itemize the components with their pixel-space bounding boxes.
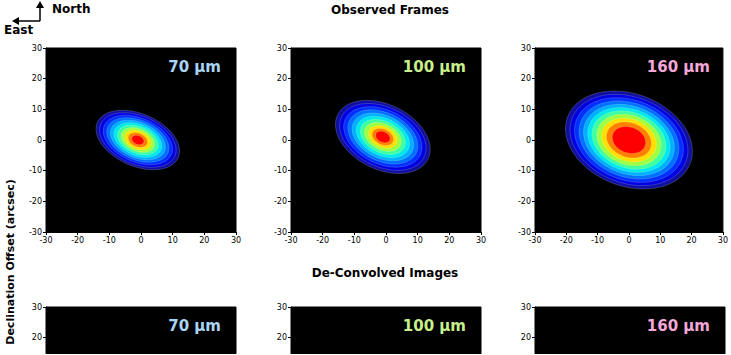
svg-text:-30: -30 (28, 227, 42, 237)
svg-text:-30: -30 (284, 236, 297, 245)
svg-text:70 μm: 70 μm (168, 317, 221, 335)
svg-text:-10: -10 (274, 166, 287, 175)
svg-text:-10: -10 (29, 166, 42, 175)
svg-text:-30: -30 (273, 227, 287, 237)
svg-text:20: 20 (277, 333, 287, 342)
svg-text:70 μm: 70 μm (168, 58, 221, 76)
svg-text:-20: -20 (316, 236, 329, 245)
svg-text:-20: -20 (518, 197, 531, 206)
svg-text:-20: -20 (29, 197, 42, 206)
svg-text:De-Convolved Images: De-Convolved Images (312, 266, 459, 280)
svg-text:10: 10 (277, 105, 287, 114)
svg-text:-10: -10 (591, 236, 604, 245)
svg-text:-10: -10 (103, 236, 116, 245)
svg-text:30: 30 (718, 236, 728, 245)
svg-text:Observed Frames: Observed Frames (331, 3, 449, 17)
svg-text:Declination Offset (arcsec): Declination Offset (arcsec) (4, 179, 17, 344)
svg-text:20: 20 (199, 236, 209, 245)
svg-text:North: North (52, 2, 90, 16)
svg-text:30: 30 (277, 44, 287, 53)
svg-text:0: 0 (526, 136, 531, 145)
svg-text:10: 10 (32, 105, 42, 114)
svg-text:30: 30 (521, 44, 531, 53)
svg-text:-10: -10 (518, 166, 531, 175)
svg-text:30: 30 (277, 303, 287, 312)
svg-text:100 μm: 100 μm (403, 317, 466, 335)
svg-text:20: 20 (521, 333, 531, 342)
svg-text:-30: -30 (517, 227, 531, 237)
svg-text:0: 0 (138, 236, 143, 245)
svg-text:10: 10 (655, 236, 665, 245)
svg-text:30: 30 (231, 236, 241, 245)
svg-text:160 μm: 160 μm (647, 317, 710, 335)
svg-text:0: 0 (282, 136, 287, 145)
svg-text:30: 30 (32, 303, 42, 312)
svg-text:-30: -30 (39, 236, 52, 245)
svg-text:160 μm: 160 μm (647, 58, 710, 76)
svg-text:20: 20 (32, 74, 42, 83)
svg-text:-30: -30 (528, 236, 541, 245)
svg-text:-20: -20 (71, 236, 84, 245)
svg-text:10: 10 (521, 105, 531, 114)
svg-text:30: 30 (476, 236, 486, 245)
svg-text:30: 30 (521, 303, 531, 312)
svg-text:0: 0 (383, 236, 388, 245)
svg-text:0: 0 (37, 136, 42, 145)
svg-text:20: 20 (32, 333, 42, 342)
svg-text:East: East (4, 23, 33, 37)
svg-text:-10: -10 (348, 236, 361, 245)
svg-text:-20: -20 (560, 236, 573, 245)
svg-text:-20: -20 (274, 197, 287, 206)
svg-text:10: 10 (413, 236, 423, 245)
svg-text:20: 20 (521, 74, 531, 83)
svg-text:10: 10 (168, 236, 178, 245)
svg-text:20: 20 (444, 236, 454, 245)
svg-text:20: 20 (686, 236, 696, 245)
svg-text:30: 30 (32, 44, 42, 53)
svg-text:100 μm: 100 μm (403, 58, 466, 76)
svg-text:0: 0 (626, 236, 631, 245)
svg-text:20: 20 (277, 74, 287, 83)
